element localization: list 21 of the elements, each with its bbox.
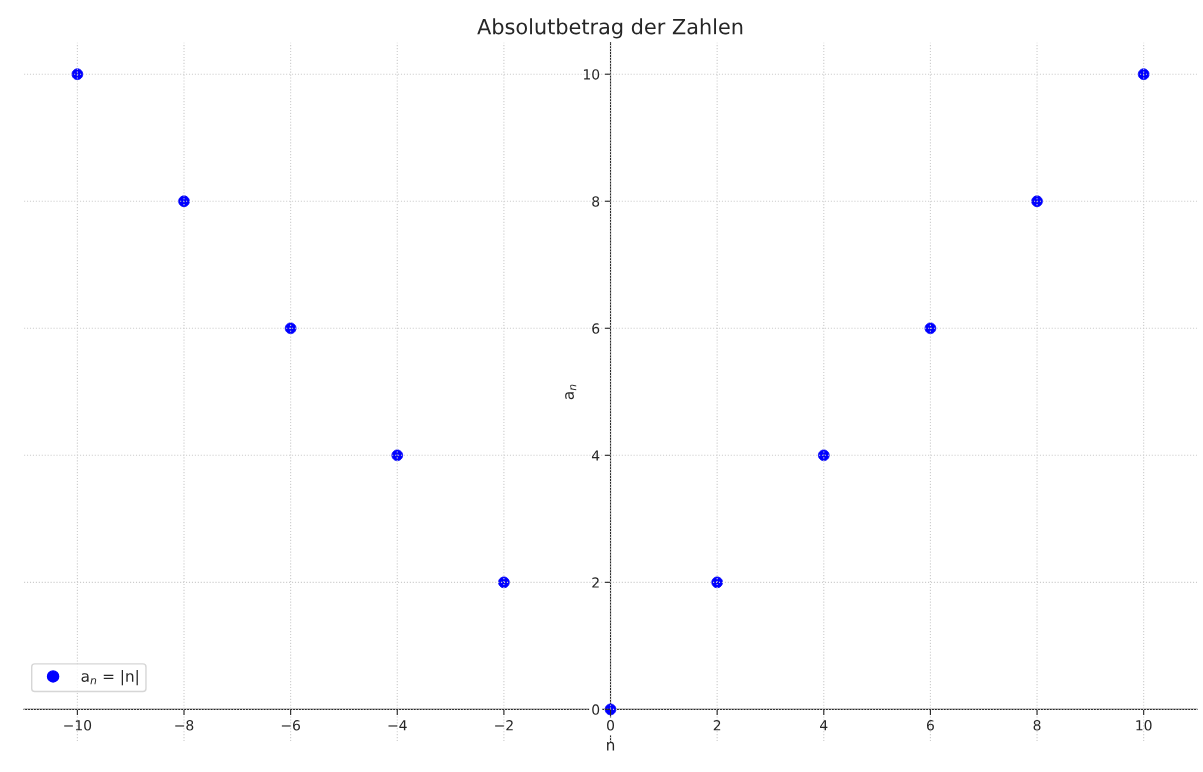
x-tick-label: 0 [607, 720, 615, 731]
x-tick-label: −10 [64, 720, 92, 731]
y-tick-label: 8 [592, 196, 600, 207]
y-tick-label: 4 [591, 450, 600, 461]
x-tick-label: 10 [1136, 720, 1152, 731]
y-tick-label: 6 [592, 323, 600, 334]
x-tick-label: 8 [1033, 720, 1041, 731]
legend-label: a$_{n}$ = |n| [81, 670, 138, 686]
x-tick-label: −6 [281, 720, 300, 731]
chart-title: Absolutbetrag der Zahlen [477, 18, 743, 39]
x-axis-title: n [607, 741, 615, 751]
y-axis-title: a$_{n}$ [565, 384, 577, 400]
x-tick-label: −4 [388, 720, 407, 731]
x-tick-label: −2 [495, 720, 513, 731]
y-tick-label: 2 [592, 577, 599, 588]
y-tick-label: 0 [592, 704, 600, 715]
x-tick-label: −8 [175, 720, 194, 731]
x-tick-label: 4 [820, 720, 828, 731]
x-tick-label: 6 [926, 720, 934, 731]
x-tick-label: 2 [713, 720, 721, 731]
y-tick-label: 10 [583, 69, 600, 80]
